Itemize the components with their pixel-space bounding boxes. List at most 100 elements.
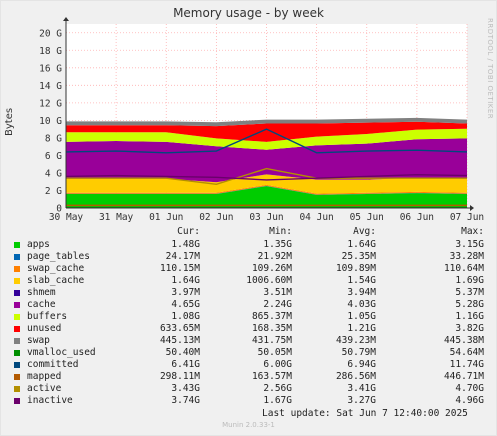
legend-swatch (14, 254, 20, 260)
legend-min-value: 1.67G (263, 395, 292, 406)
x-tick-label: 01 Jun (149, 212, 183, 223)
legend-swatch (14, 302, 20, 308)
legend-max-value: 445.38M (443, 335, 484, 346)
legend-avg-value: 1.21G (347, 323, 376, 334)
line-inactive (65, 174, 468, 181)
area-unused (66, 121, 467, 142)
legend-series-name: inactive (27, 395, 73, 406)
y-tick-label: 8 G (45, 133, 62, 144)
legend-min-value: 163.57M (251, 371, 292, 382)
legend-series-name: mapped (27, 371, 62, 382)
y-tick-label: 18 G (39, 46, 62, 57)
legend-min-value: 21.92M (257, 251, 292, 262)
legend-min-value: 109.26M (251, 263, 292, 274)
legend-row-slab_cache: slab_cache 1.64G 1006.60M 1.54G 1.69G (0, 275, 497, 287)
x-tick-label: 03 Jun (249, 212, 283, 223)
legend-max-value: 1.16G (455, 311, 484, 322)
legend-row-active: active 3.43G 2.56G 3.41G 4.70G (0, 383, 497, 395)
legend-avg-value: 50.79M (341, 347, 376, 358)
memory-chart: 0 2 G 4 G 6 G 8 G 10 G 12 G 14 G 16 G 18 G 20 G 30 … (39, 17, 484, 223)
legend-cur-value: 24.17M (165, 251, 200, 262)
x-tick-label: 06 Jun (400, 212, 434, 223)
legend-series-name: page_tables (27, 251, 90, 262)
legend-max-value: 110.64M (443, 263, 484, 274)
y-tick-label: 10 G (39, 116, 62, 127)
legend-header-max: Max: (461, 226, 484, 237)
legend-swatch (14, 326, 20, 332)
x-tick-label: 31 May (99, 212, 134, 223)
legend-cur-value: 3.74G (171, 395, 200, 406)
legend-series-name: shmem (27, 287, 56, 298)
line-active (66, 167, 467, 186)
legend-cur-value: 1.48G (171, 239, 200, 250)
y-tick-label: 6 G (45, 151, 62, 162)
legend-swatch (14, 398, 20, 404)
legend-avg-value: 286.56M (335, 371, 376, 382)
legend-series-name: vmalloc_used (27, 347, 96, 358)
legend-row-unused: unused 633.65M 168.35M 1.21G 3.82G (0, 323, 497, 335)
legend-max-value: 54.64M (449, 347, 484, 358)
x-tick-label: 30 May (49, 212, 84, 223)
legend-max-value: 3.15G (455, 239, 484, 250)
legend-avg-value: 3.27G (347, 395, 376, 406)
y-axis-arrow (63, 17, 69, 21)
legend-row-page_tables: page_tables 24.17M 21.92M 25.35M 33.28M (0, 251, 497, 263)
legend-max-value: 446.71M (443, 371, 484, 382)
legend-min-value: 1.35G (263, 239, 292, 250)
legend-cur-value: 298.11M (159, 371, 200, 382)
legend-swatch (14, 374, 20, 380)
area-slab_cache (66, 174, 467, 194)
legend-min-value: 50.05M (257, 347, 292, 358)
legend-row-mapped: mapped 298.11M 163.57M 286.56M 446.71M (0, 371, 497, 383)
legend-series-name: active (27, 383, 62, 394)
area-swap (66, 117, 467, 127)
y-tick-label: 2 G (45, 186, 62, 197)
legend-min-value: 1006.60M (246, 275, 292, 286)
legend-series-name: unused (27, 323, 62, 334)
legend-avg-value: 6.94G (347, 359, 376, 370)
legend-max-value: 1.69G (455, 275, 484, 286)
legend-header-cur: Cur: (177, 226, 200, 237)
legend-swatch (14, 266, 20, 272)
legend-cur-value: 1.64G (171, 275, 200, 286)
legend-min-value: 865.37M (251, 311, 292, 322)
legend-series-name: committed (27, 359, 79, 370)
legend-max-value: 4.70G (455, 383, 484, 394)
legend-cur-value: 1.08G (171, 311, 200, 322)
line-committed (65, 128, 468, 154)
y-tick-label: 16 G (39, 63, 62, 74)
legend-min-value: 3.51M (263, 287, 292, 298)
legend-max-value: 4.96G (455, 395, 484, 406)
legend-avg-value: 1.64G (347, 239, 376, 250)
area-cache (66, 138, 467, 183)
legend-avg-value: 1.54G (347, 275, 376, 286)
legend-swatch (14, 338, 20, 344)
legend-row-committed: committed 6.41G 6.00G 6.94G 11.74G (0, 359, 497, 371)
legend-avg-value: 109.89M (335, 263, 376, 274)
legend-avg-value: 3.94M (347, 287, 376, 298)
legend-avg-value: 1.05G (347, 311, 376, 322)
y-tick-label: 12 G (39, 98, 62, 109)
legend-max-value: 5.28G (455, 299, 484, 310)
legend-swatch (14, 242, 20, 248)
legend-swatch (14, 386, 20, 392)
legend-max-value: 33.28M (449, 251, 484, 262)
legend-avg-value: 4.03G (347, 299, 376, 310)
y-tick-label: 4 G (45, 168, 62, 179)
legend-avg-value: 439.23M (335, 335, 376, 346)
chart-title: Memory usage - by week (173, 6, 324, 20)
legend-series-name: apps (27, 239, 50, 250)
legend-cur-value: 110.15M (159, 263, 200, 274)
legend-header-min: Min: (269, 226, 292, 237)
x-tick-label: 05 Jun (350, 212, 384, 223)
x-tick-label: 04 Jun (299, 212, 333, 223)
area-swap_cache (66, 184, 467, 195)
legend-min-value: 2.56G (263, 383, 292, 394)
legend-row-swap_cache: swap_cache 110.15M 109.26M 109.89M 110.64M (0, 263, 497, 275)
legend-avg-value: 3.41G (347, 383, 376, 394)
legend-series-name: cache (27, 299, 56, 310)
y-tick-label: 14 G (39, 81, 62, 92)
legend-series-name: buffers (27, 311, 68, 322)
legend-row-vmalloc_used: vmalloc_used 50.40M 50.05M 50.79M 54.64M (0, 347, 497, 359)
legend-row-inactive: inactive 3.74G 1.67G 3.27G 4.96G (0, 395, 497, 407)
